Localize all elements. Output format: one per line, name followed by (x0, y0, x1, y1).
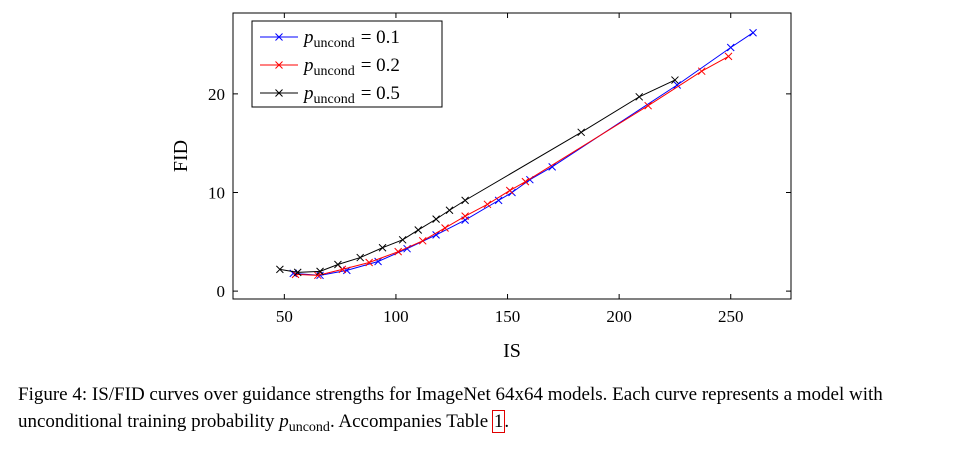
data-point-marker (505, 186, 514, 195)
legend-entry: puncond = 0.5 (260, 83, 400, 107)
legend-label-p: p (302, 27, 314, 48)
data-point-marker (432, 215, 440, 223)
caption-math-p: p (279, 411, 289, 432)
legend-label: puncond = 0.5 (302, 83, 400, 107)
caption-text-start: Figure 4: IS/FID curves over guidance st… (18, 384, 883, 432)
data-point-marker (724, 52, 733, 61)
legend-label: puncond = 0.2 (302, 55, 400, 79)
data-point-marker (374, 257, 382, 266)
caption-math-subscript: uncond (288, 420, 330, 435)
legend-entry: puncond = 0.2 (260, 55, 400, 79)
data-point-marker (577, 128, 586, 137)
data-point-marker (671, 76, 679, 84)
legend-marker (275, 89, 283, 97)
data-point-marker (293, 268, 302, 277)
data-point-marker (398, 235, 407, 244)
data-point-marker (418, 236, 427, 245)
table-reference-link[interactable]: 1 (491, 410, 506, 433)
legend-marker (275, 61, 283, 69)
data-point-marker (673, 81, 682, 89)
data-point-marker (461, 196, 469, 205)
y-tick-label: 10 (208, 183, 225, 202)
data-point-marker (313, 271, 322, 280)
data-point-marker (445, 206, 454, 215)
x-tick-label: 250 (718, 307, 744, 326)
y-tick-label: 20 (208, 85, 225, 104)
caption-text-middle: . Accompanies Table (329, 411, 493, 432)
data-point-marker (521, 177, 530, 186)
data-point-marker (316, 267, 324, 276)
legend-label-value: = 0.1 (361, 27, 400, 48)
legend-label-subscript: uncond (314, 36, 355, 51)
caption-text-end: . (504, 411, 510, 432)
data-point-marker (378, 243, 387, 252)
data-point-marker (432, 231, 440, 239)
data-point-marker (356, 253, 365, 262)
data-point-marker (316, 271, 324, 280)
legend-label-value: = 0.5 (361, 83, 400, 104)
series-2 (276, 76, 679, 277)
data-point-marker (334, 260, 342, 269)
y-axis-label: FID (170, 140, 192, 172)
legend-label-subscript: uncond (314, 92, 355, 107)
data-point-marker (749, 28, 757, 37)
legend-entry: puncond = 0.1 (260, 27, 400, 51)
series-line (293, 32, 754, 276)
data-point-marker (414, 226, 423, 234)
data-point-marker (548, 162, 557, 171)
legend-marker (275, 33, 283, 41)
legend-label-value: = 0.2 (361, 55, 400, 76)
legend-label-p: p (302, 55, 314, 76)
x-tick-label: 50 (276, 307, 293, 326)
x-tick-label: 200 (606, 307, 632, 326)
data-point-marker (483, 200, 492, 209)
data-point-marker (441, 224, 449, 232)
legend-label-subscript: uncond (314, 64, 355, 79)
series-0 (289, 28, 757, 280)
x-axis-label: IS (503, 340, 521, 362)
series-line (295, 55, 729, 276)
data-point-marker (644, 101, 653, 110)
legend-label: puncond = 0.1 (302, 27, 400, 51)
data-point-marker (461, 212, 469, 221)
data-point-marker (697, 67, 706, 76)
data-point-marker (635, 92, 644, 101)
series-line (279, 79, 676, 273)
plot-frame (232, 12, 792, 300)
y-tick-label: 0 (217, 282, 226, 301)
data-point-marker (494, 196, 503, 205)
x-tick-label: 150 (495, 307, 521, 326)
legend-label-p: p (302, 83, 314, 104)
series-1 (291, 52, 733, 280)
data-point-marker (276, 265, 284, 274)
data-point-marker (365, 258, 374, 267)
data-point-marker (394, 247, 403, 256)
data-point-marker (726, 43, 735, 52)
figure-caption: Figure 4: IS/FID curves over guidance st… (18, 381, 948, 441)
x-tick-label: 100 (383, 307, 409, 326)
